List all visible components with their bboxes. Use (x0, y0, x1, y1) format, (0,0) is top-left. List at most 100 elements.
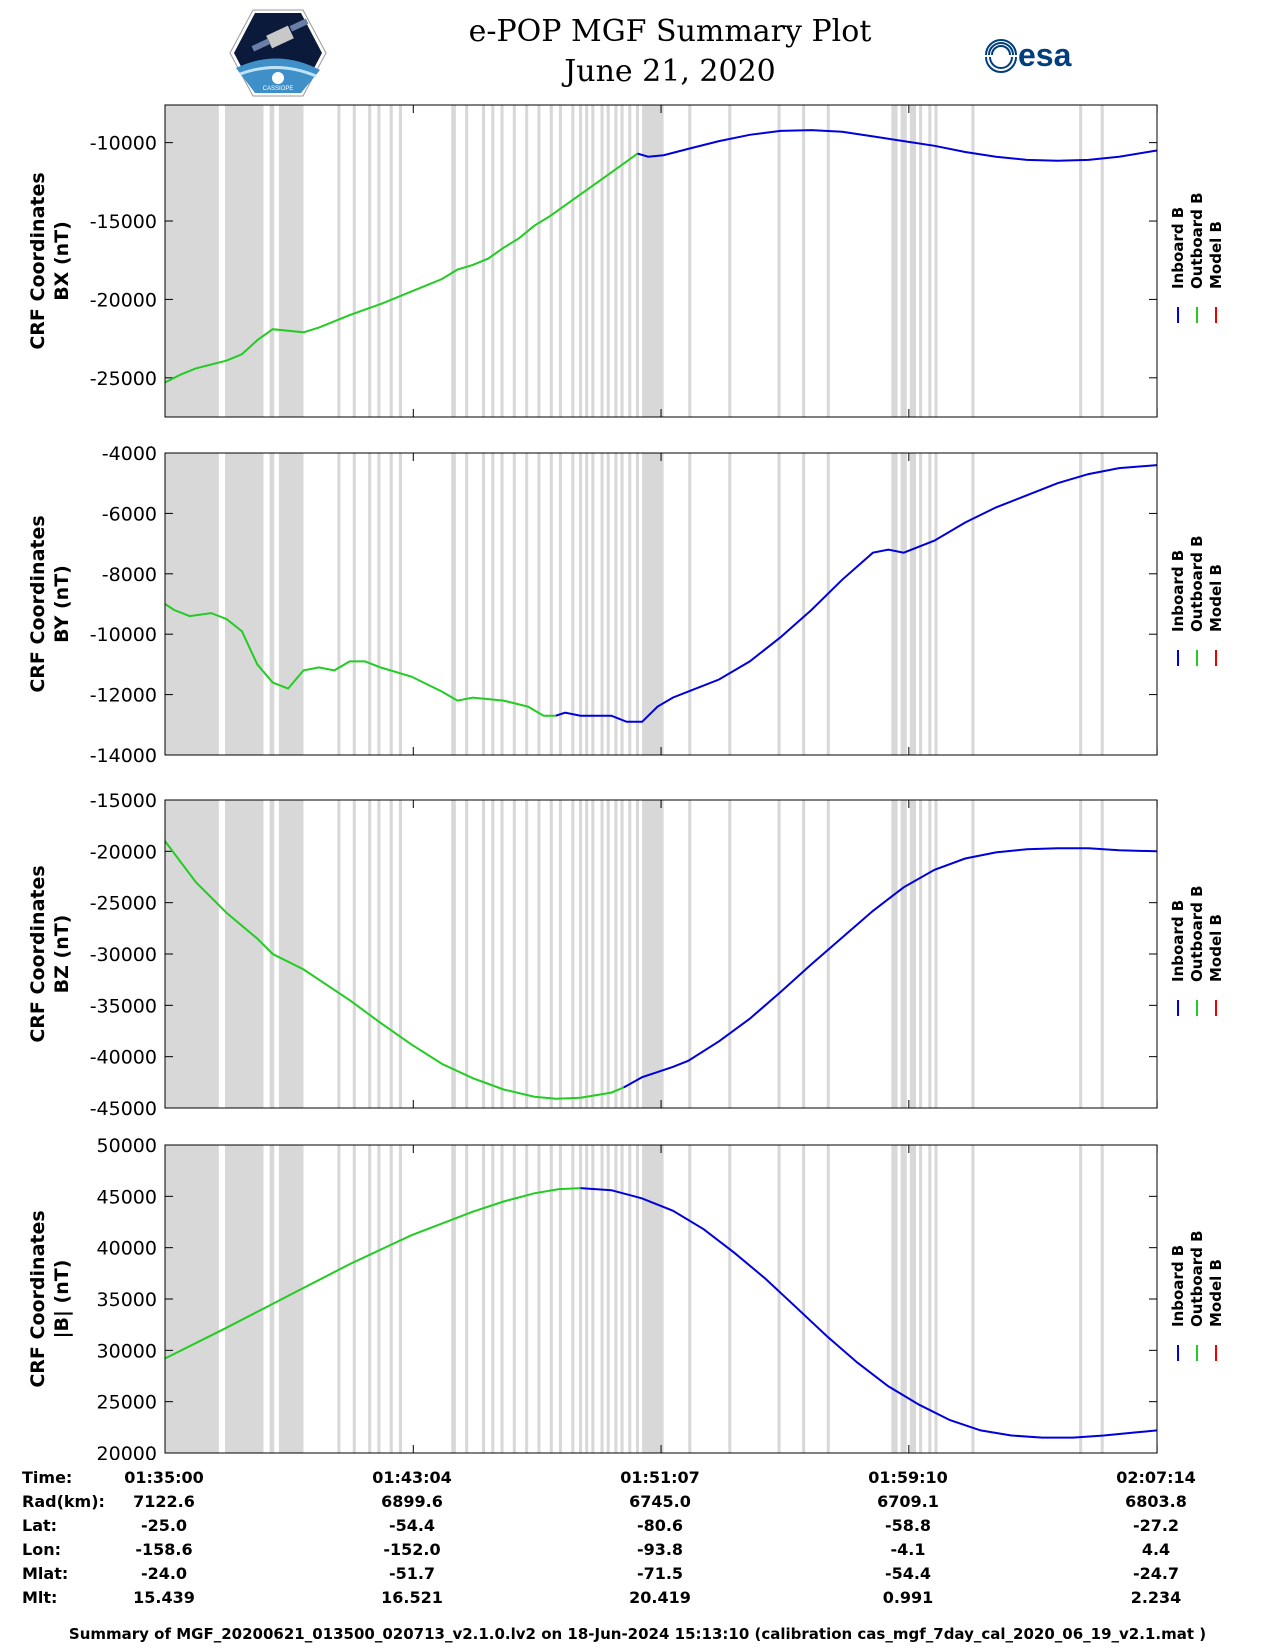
panel-3-shade-band (389, 800, 393, 1108)
info-value: 4.4 (1141, 1540, 1171, 1559)
panel-1-shade-band (826, 105, 830, 417)
mgf-plots: -25000 -20000 -15000 -10000 CRF Coordinates B… (27, 104, 1225, 1460)
panel-3-shade-band (225, 800, 264, 1108)
panel-2-shade-band (368, 453, 372, 755)
panel-1-shade-band (642, 105, 664, 417)
panel-2-shade-band (537, 453, 541, 755)
panel-4-shade-band (377, 1145, 381, 1453)
info-value: 6709.1 (877, 1492, 939, 1511)
info-value: -58.8 (884, 1516, 932, 1535)
panel-3-ytick-label: -20000 (90, 841, 157, 863)
panel-3-shade-band (1079, 800, 1083, 1108)
panel-3-inboard-line (623, 847, 1158, 1089)
panel-3-ylabel: CRF Coordinates BZ (nT) (27, 865, 73, 1042)
info-label-time: Time: (22, 1468, 73, 1487)
panel-4-shade-band (352, 1145, 356, 1453)
panel-1-shade-band (891, 105, 898, 417)
panel-4-shade-band (398, 1145, 402, 1453)
panel-4-shade-band (491, 1145, 495, 1453)
info-value: -54.4 (884, 1564, 932, 1583)
info-value: 15.439 (133, 1588, 195, 1607)
panel-3-shade-band (537, 800, 541, 1108)
panel-2-shade-band (337, 453, 341, 755)
panel-2-ytick-label: -12000 (90, 685, 157, 707)
info-label-mlat: Mlat: (22, 1564, 69, 1583)
panel-1-shade-band (389, 105, 393, 417)
panel-3-shade-band (614, 800, 618, 1108)
panel-4-shade-band (900, 1145, 907, 1453)
panel-4-shade-band (688, 1145, 692, 1453)
panel-4-shade-band (620, 1145, 624, 1453)
panel-2-ytick-label: -8000 (102, 564, 157, 586)
info-label-mlt: Mlt: (22, 1588, 58, 1607)
svg-text:esa: esa (1018, 37, 1072, 73)
panel-2-shade-band (500, 453, 504, 755)
panel-1-shade-band (1079, 105, 1083, 417)
panel-2-shade-band (919, 453, 923, 755)
panel-4-shade-band (971, 1145, 975, 1453)
panel-2-shade-band (571, 453, 575, 755)
panel-1-shade-band (591, 105, 595, 417)
panel-4-shade-band (465, 1145, 469, 1453)
panel-4-shade-band (571, 1145, 575, 1453)
panel-1-shade-band (777, 105, 781, 417)
panel-3-shade-band (728, 800, 732, 1108)
panel-4-shade-band (269, 1145, 275, 1453)
panel-2-shade-band (558, 453, 563, 755)
panel-3-shade-band (368, 800, 372, 1108)
panel-4-shade-band (606, 1145, 610, 1453)
info-label-lat: Lat: (22, 1516, 58, 1535)
panel-2-shade-band (600, 453, 604, 755)
panel-1-shade-band (688, 105, 692, 417)
panel-3-shade-band (591, 800, 595, 1108)
panel-4-shade-band (728, 1145, 732, 1453)
panel-2-shade-band (549, 453, 553, 755)
panel-4-shade-band (928, 1145, 932, 1453)
panel-1-shade-band (620, 105, 624, 417)
info-value: -25.0 (140, 1516, 188, 1535)
panel-2-frame (164, 452, 1158, 756)
panel-3-shade-band (635, 800, 639, 1108)
panel-1-shade-band (377, 105, 381, 417)
panel-3-shade-band (451, 800, 456, 1108)
panel-4-shade-band (628, 1145, 632, 1453)
panel-1-outboard-line (164, 152, 639, 384)
esa-logo: esa (985, 37, 1072, 73)
panel-2-shade-band (1100, 453, 1104, 755)
info-value: 6803.8 (1125, 1492, 1187, 1511)
panel-4-shade-band (585, 1145, 589, 1453)
panel-3-shade-band (600, 800, 604, 1108)
panel-3-shade-band (337, 800, 341, 1108)
panel-1-shade-band (465, 105, 469, 417)
panel-2-shade-band (512, 453, 516, 755)
panel-3-shade-band (642, 800, 664, 1108)
info-value: -24.0 (140, 1564, 188, 1583)
info-value: -80.6 (636, 1516, 684, 1535)
panel-2-outboard-line (164, 603, 556, 717)
panel-4-shade-band (368, 1145, 372, 1453)
info-value: 7122.6 (133, 1492, 195, 1511)
panel-1-shade-band (900, 105, 907, 417)
panel-1-ytick-label: -10000 (90, 133, 157, 155)
panel-2-legend-label: Model B (1207, 564, 1225, 632)
panel-2-shade-band (352, 453, 356, 755)
panel-2-shade-band (482, 453, 486, 755)
panel-4-shade-band (826, 1145, 830, 1453)
panel-3-shade-band (971, 800, 975, 1108)
panel-2-shade-band (628, 453, 632, 755)
panel-2-shade-band (491, 453, 495, 755)
panel-2-inboard-line (555, 464, 1158, 723)
panel-1-shade-band (368, 105, 372, 417)
panel-1-frame (164, 104, 1158, 418)
panel-2-legend-label: Inboard B (1169, 550, 1187, 632)
footer-caption: Summary of MGF_20200621_013500_020713_v2… (68, 1625, 1207, 1643)
panel-3-ytick-label: -30000 (90, 944, 157, 966)
panel-3-shade-band (578, 800, 583, 1108)
panel-1-shade-band (934, 105, 938, 417)
panel-1-shade-band (337, 105, 341, 417)
panel-4-legend-label: Model B (1207, 1259, 1225, 1327)
panel-4-ytick-label: 35000 (97, 1289, 157, 1311)
cassiope-logo: CASSIOPE (229, 9, 327, 97)
panel-4-ytick-label: 25000 (97, 1392, 157, 1414)
panel-3-shade-band (802, 800, 806, 1108)
